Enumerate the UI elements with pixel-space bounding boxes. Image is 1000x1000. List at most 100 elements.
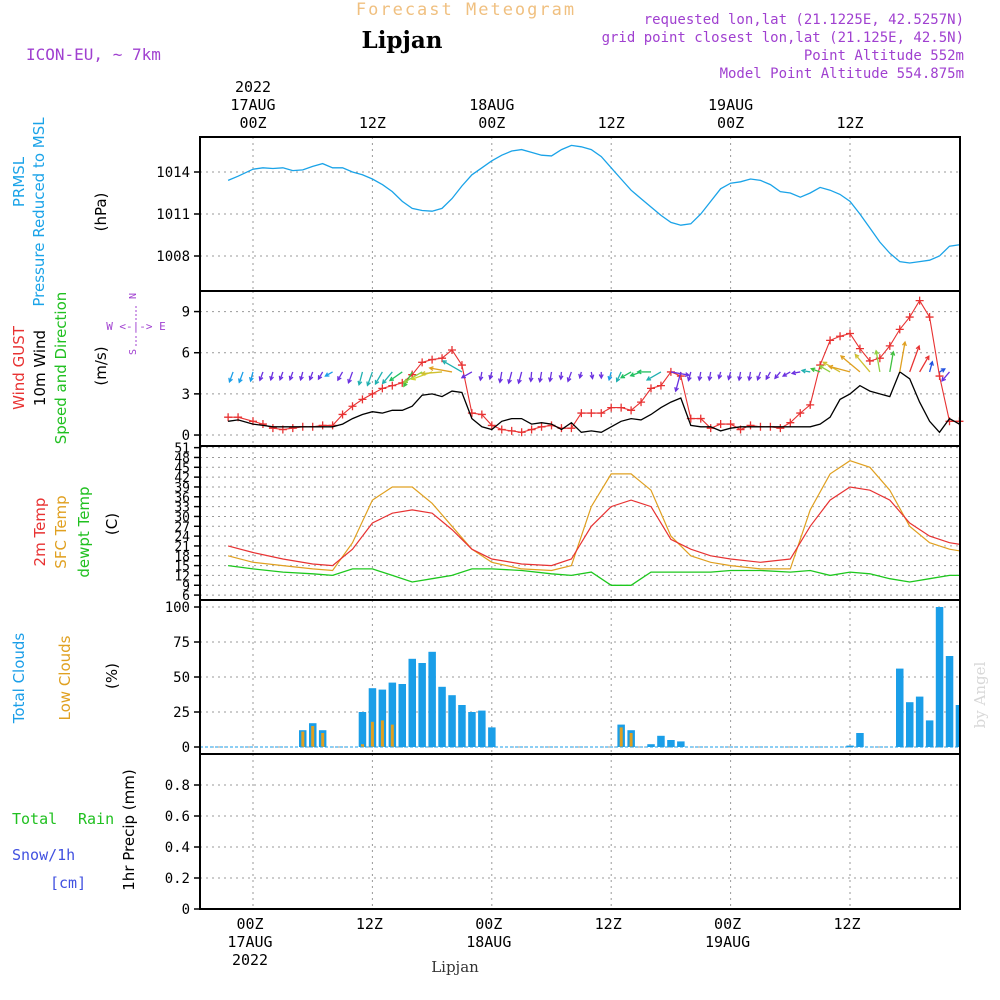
gust-marker [517, 428, 526, 437]
arrow-head [827, 364, 834, 370]
gust-marker [507, 426, 516, 435]
wind-direction-arrow [324, 371, 333, 377]
arrow-head [607, 375, 613, 382]
arrow-shaft [461, 371, 473, 379]
y-tick-label: 0 [182, 902, 190, 918]
wind-direction-arrow [939, 368, 946, 373]
arrow-head [317, 375, 323, 381]
y-tick-label: 39 [174, 481, 190, 496]
temp-dewpt-label: dewpt Temp [75, 486, 93, 577]
bottom-time-label: 12Z [356, 915, 383, 933]
arrow-shaft [928, 361, 933, 373]
product-title: Forecast Meteogram [356, 0, 576, 20]
arrow-head [497, 378, 503, 384]
wind-direction-arrow [727, 371, 732, 381]
arrow-head [940, 368, 946, 373]
total-cloud-bar [955, 705, 960, 747]
y-tick-label: 42 [174, 471, 190, 486]
total-cloud-bar [368, 688, 377, 747]
arrow-shaft [616, 371, 622, 382]
precip-plot: 0 0.2 0.4 0.6 0.8 [165, 753, 961, 918]
clouds-panel: Total Clouds Low Clouds (%) 0 25 50 75 100 [10, 599, 961, 756]
top-time-label: 00Z [239, 114, 266, 132]
wind-direction-arrow [589, 371, 595, 380]
compass-north: N [128, 293, 139, 299]
wind-direction-arrow [941, 371, 950, 382]
wind-plot: 0 3 6 9 [182, 290, 964, 447]
wind-direction-arrow [366, 371, 374, 387]
wind-direction-arrow [248, 371, 254, 383]
gust-marker [438, 354, 447, 363]
precip-panel: Total Rain Snow/1h [cm] 1hr Precip (mm) … [12, 753, 961, 918]
bottom-time-label: 00Z [714, 915, 741, 933]
arrow-head [528, 377, 534, 383]
arrow-head [381, 379, 387, 385]
precip-ylabel: 1hr Precip (mm) [120, 769, 138, 890]
arrow-head [566, 377, 572, 383]
gust-marker [905, 313, 914, 322]
gust-marker [915, 296, 924, 305]
wind-direction-arrow [800, 368, 811, 374]
arrow-shaft [238, 371, 244, 383]
arrow-shaft [518, 371, 523, 384]
total-cloud-bar [925, 720, 934, 747]
total-cloud-bar [856, 733, 864, 747]
wind-direction-arrow [403, 371, 413, 388]
low-cloud-bar [380, 720, 384, 747]
arrow-head [478, 376, 484, 382]
total-cloud-bar [358, 712, 367, 747]
gust-marker [338, 410, 347, 419]
gust-marker [796, 409, 805, 418]
wind-direction-arrow [478, 371, 484, 382]
arrow-shaft [358, 371, 364, 385]
gust-marker [716, 420, 725, 429]
arrow-shaft [539, 371, 543, 382]
y-tick-label: 0 [182, 428, 190, 444]
arrow-head [790, 370, 797, 376]
wind-unit: (m/s) [92, 346, 110, 385]
arrow-head [460, 373, 466, 379]
gust-marker [846, 329, 854, 338]
low-cloud-bar [301, 731, 305, 747]
arrow-head [428, 366, 434, 372]
wind-10m-line [228, 370, 960, 434]
pressure-label-2: Pressure Reduced to MSL [30, 117, 48, 307]
wind-direction-arrow [919, 355, 930, 373]
total-cloud-bar [468, 712, 476, 747]
arrow-head [915, 344, 921, 351]
wind-direction-arrow [528, 371, 534, 383]
y-tick-label: 36 [174, 491, 190, 506]
arrow-shaft [646, 371, 662, 381]
total-cloud-bar [478, 710, 486, 747]
arrow-head [684, 372, 691, 378]
y-tick-label: 27 [174, 520, 190, 535]
arrow-shaft [479, 371, 483, 381]
y-tick-label: 75 [173, 635, 190, 651]
panel-border [199, 290, 961, 447]
arrow-head [800, 368, 807, 374]
arrow-shaft [442, 360, 463, 373]
arrow-head [941, 376, 947, 382]
pressure-label-1: PRMSL [10, 156, 28, 207]
arrow-shaft [801, 369, 811, 373]
temp-2m-label: 2m Temp [31, 498, 49, 567]
total-cloud-bar [388, 682, 397, 747]
arrow-shaft [909, 345, 920, 373]
bottom-time-label: 2022 [232, 951, 268, 969]
arrow-shaft [738, 371, 742, 381]
arrow-shaft [811, 368, 821, 373]
arrow-head [629, 372, 635, 377]
gust-marker [527, 425, 536, 434]
clouds-plot: 0 25 50 75 100 [165, 599, 961, 756]
top-time-label: 00Z [717, 114, 744, 132]
wind-direction-arrow [697, 371, 703, 382]
arrow-head [299, 375, 304, 382]
arrow-head [781, 372, 788, 377]
gust-marker [746, 421, 755, 430]
arrow-head [737, 376, 743, 382]
y-tick-label: 51 [174, 442, 190, 457]
arrow-head [636, 369, 642, 375]
gust-marker [925, 313, 934, 322]
